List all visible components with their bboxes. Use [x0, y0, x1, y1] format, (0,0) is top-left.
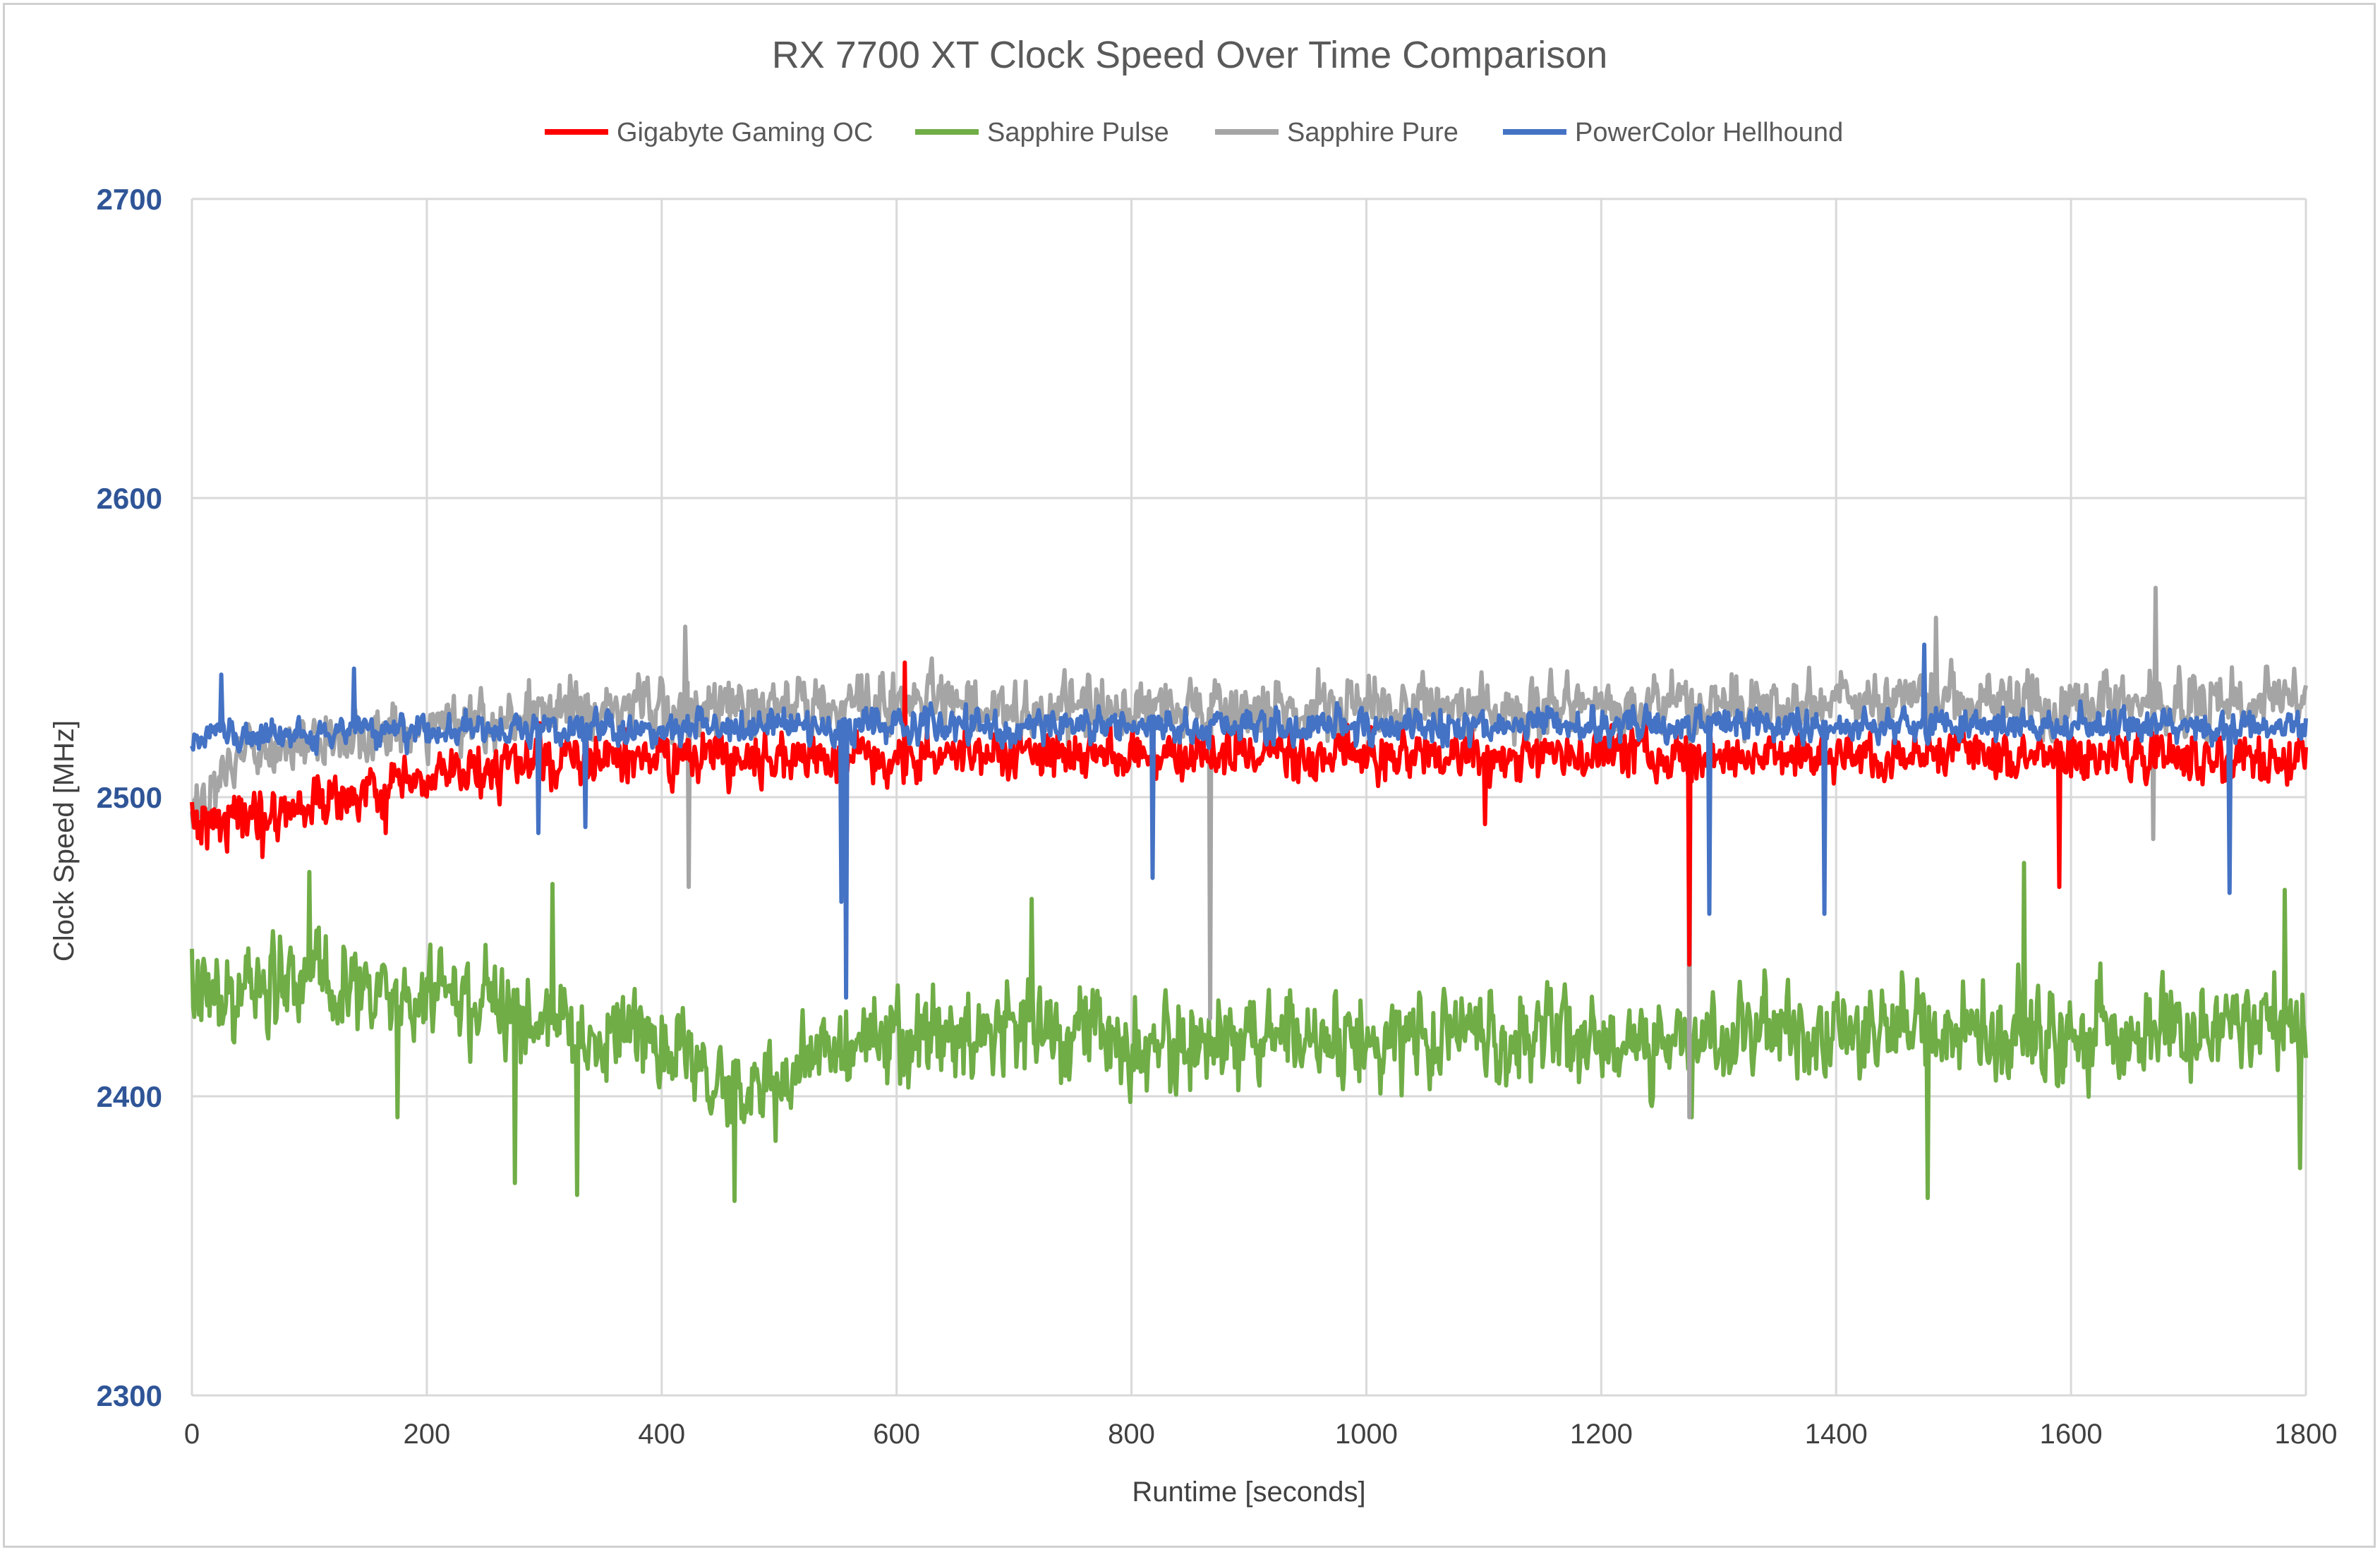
y-tick-label: 2400	[97, 1080, 162, 1113]
y-axis-label: Clock Speed [MHz]	[49, 720, 80, 962]
legend-item: Sapphire Pulse	[915, 118, 1169, 147]
legend-label: Sapphire Pure	[1287, 118, 1458, 147]
series-line	[190, 861, 2308, 1204]
series-line	[190, 660, 2308, 967]
legend-item: Sapphire Pure	[1215, 118, 1458, 147]
x-tick-label: 1400	[1805, 1419, 1868, 1450]
x-axis-label: Runtime [seconds]	[1132, 1477, 1365, 1508]
x-tick-label: 200	[404, 1419, 451, 1450]
y-tick-label: 2600	[97, 482, 162, 515]
x-tick-label: 600	[873, 1419, 920, 1450]
y-tick-label: 2500	[97, 781, 162, 814]
x-tick-label: 1000	[1335, 1419, 1398, 1450]
x-tick-label: 400	[638, 1419, 685, 1450]
x-tick-label: 800	[1108, 1419, 1155, 1450]
legend-label: Gigabyte Gaming OC	[617, 118, 873, 147]
legend-label: PowerColor Hellhound	[1575, 118, 1843, 147]
legend-label: Sapphire Pulse	[987, 118, 1169, 147]
chart-title: RX 7700 XT Clock Speed Over Time Compari…	[772, 34, 1608, 76]
legend-item: PowerColor Hellhound	[1503, 118, 1843, 147]
y-tick-label: 2300	[97, 1379, 162, 1412]
series-line	[190, 642, 2308, 1000]
x-tick-label: 1200	[1570, 1419, 1633, 1450]
legend: Gigabyte Gaming OC Sapphire Pulse Sapphire…	[545, 118, 1843, 147]
series-layer	[190, 586, 2308, 1204]
legend-item: Gigabyte Gaming OC	[545, 118, 873, 147]
gridlines	[191, 198, 2307, 1397]
x-tick-label: 1600	[2040, 1419, 2103, 1450]
axes: 0 200 400 600 800 1000 1200 1400 1600 1800 2300 240…	[97, 183, 2338, 1450]
x-tick-label: 1800	[2275, 1419, 2338, 1450]
y-tick-label: 2700	[97, 183, 162, 216]
x-tick-label: 0	[184, 1419, 200, 1450]
